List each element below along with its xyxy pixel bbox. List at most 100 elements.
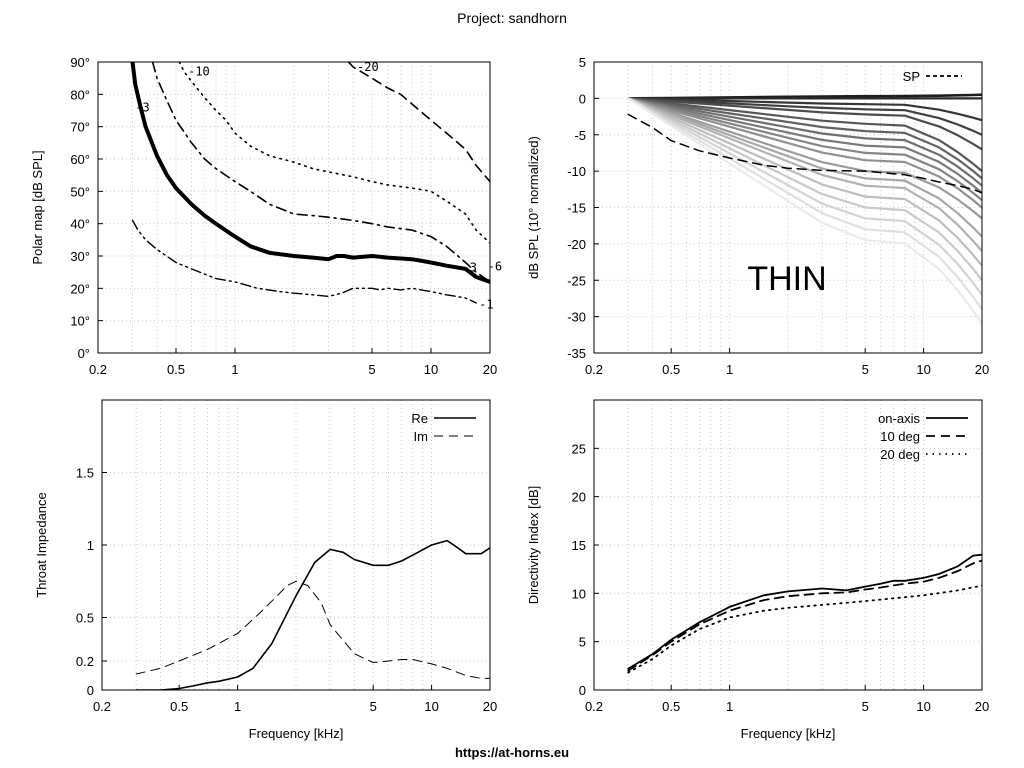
y-tick-label: 20: [572, 490, 586, 505]
series-Re: [135, 539, 490, 690]
series-10-deg: [627, 559, 982, 672]
legend-di: on-axis 10 deg 20 deg: [878, 411, 968, 462]
y-tick-label: 0: [579, 91, 586, 106]
angle-series-20deg: [628, 97, 982, 151]
grid-impedance: [102, 400, 490, 690]
x-tick-label: 10: [916, 362, 930, 377]
y-tick-label: 10°: [70, 314, 90, 329]
y-tick-label: -30: [567, 310, 586, 325]
angle-series-80deg: [627, 97, 982, 296]
y-tick-label: 0: [579, 683, 586, 698]
contour-label: -6: [488, 259, 502, 273]
series--10: [178, 62, 490, 244]
x-tick-label: 5: [862, 362, 869, 377]
x-tick-label: 1: [726, 362, 733, 377]
y-tick-label: 20°: [70, 281, 90, 296]
series-20-deg: [627, 584, 982, 674]
watermark: THIN: [747, 260, 826, 298]
angle-series-30deg: [628, 97, 982, 180]
angle-series-50deg: [627, 97, 982, 209]
y-axis-label: Directivity Index [dB]: [526, 486, 541, 605]
y-tick-label: 1: [87, 538, 94, 553]
x-tick-label: 10: [424, 362, 438, 377]
y-tick-label: -35: [567, 346, 586, 361]
angle-series-60deg: [627, 97, 982, 238]
contour-label: -20: [357, 60, 379, 74]
chart-spl: 0.2 0.5 1 5 10 20 -35 -30 -25 -20 -15 -10 -5 0 5 dB SPL…: [526, 55, 989, 377]
angle-series-15deg: [628, 97, 982, 136]
x-tick-label: 10: [916, 699, 930, 714]
angle-series-75deg: [627, 97, 982, 281]
angle-series-65deg: [627, 97, 982, 252]
series-Im: [135, 580, 490, 679]
contour-label: -10: [188, 65, 210, 79]
y-tick-label: 0°: [78, 346, 90, 361]
contour-label: -3: [135, 100, 149, 114]
x-tick-label: 20: [483, 362, 497, 377]
x-tick-label: 0.2: [585, 699, 603, 714]
legend-label: 20 deg: [880, 447, 920, 462]
x-tick-label: 1: [726, 699, 733, 714]
x-tick-label: 10: [424, 699, 438, 714]
x-tick-label: 0.5: [662, 699, 680, 714]
plot-area-impedance: [135, 539, 490, 690]
legend-label: Re: [411, 411, 428, 426]
y-tick-label: 90°: [70, 55, 90, 70]
chart-polar: 0.2 0.5 1 5 10 20 0° 10° 20° 30° 40° 50° 60° 70° 80° 90…: [30, 55, 502, 377]
y-tick-label: 50°: [70, 184, 90, 199]
grid-polar: [98, 62, 490, 353]
plot-area-spl: [627, 93, 982, 325]
x-tick-label: 5: [370, 699, 377, 714]
series--20: [347, 62, 490, 183]
y-tick-label: 40°: [70, 217, 90, 232]
y-tick-label: 15: [572, 538, 586, 553]
x-tick-label: 0.5: [662, 362, 680, 377]
angle-series-35deg: [628, 97, 982, 187]
frame-polar: [97, 61, 491, 354]
y-tick-label: -20: [567, 237, 586, 252]
series-on-axis: [627, 553, 982, 670]
angle-series-90deg: [627, 97, 982, 325]
x-tick-label: 20: [975, 699, 989, 714]
panels: 0.2 0.5 1 5 10 200°10°20°30°40°50°60°70°80°90…: [30, 55, 989, 741]
plot-area-di: [627, 553, 982, 674]
y-tick-label: 1.5: [76, 466, 94, 481]
y-tick-label: 5: [579, 635, 586, 650]
y-axis-label: dB SPL (10° normalized): [526, 136, 541, 279]
legend-label: Im: [414, 429, 428, 444]
series--1: [131, 219, 477, 304]
y-tick-label: -15: [567, 201, 586, 216]
angle-series-70deg: [627, 97, 982, 267]
legend-impedance: Re Im: [411, 411, 476, 444]
x-tick-label: 0.2: [93, 699, 111, 714]
y-tick-label: -25: [567, 273, 586, 288]
y-tick-label: 25: [572, 441, 586, 456]
y-tick-label: 30°: [70, 249, 90, 264]
frame-spl: [593, 61, 983, 354]
x-tick-label: 5: [368, 362, 375, 377]
angle-series-25deg: [628, 97, 982, 172]
contour-label: -3: [463, 260, 477, 274]
angle-series-85deg: [627, 97, 982, 311]
series-sp: [627, 113, 982, 194]
angle-series-10deg: [628, 97, 982, 122]
y-tick-label: -10: [567, 164, 586, 179]
x-tick-label: 1: [231, 362, 238, 377]
y-tick-label: 10: [572, 586, 586, 601]
footer-url: https://at-horns.eu: [455, 745, 569, 760]
x-tick-label: 1: [234, 699, 241, 714]
y-tick-label: 5: [579, 55, 586, 70]
contour-label: -1: [479, 298, 493, 312]
x-axis-label: Frequency [kHz]: [741, 726, 836, 741]
x-tick-label: 20: [975, 362, 989, 377]
legend-spl: SP: [903, 69, 962, 84]
angle-series-45deg: [627, 97, 982, 202]
grid-di: [594, 400, 982, 690]
x-tick-label: 0.5: [170, 699, 188, 714]
y-tick-label: 80°: [70, 87, 90, 102]
legend-label-sp: SP: [903, 69, 920, 84]
series--6: [151, 62, 490, 283]
y-tick-label: -5: [574, 128, 586, 143]
